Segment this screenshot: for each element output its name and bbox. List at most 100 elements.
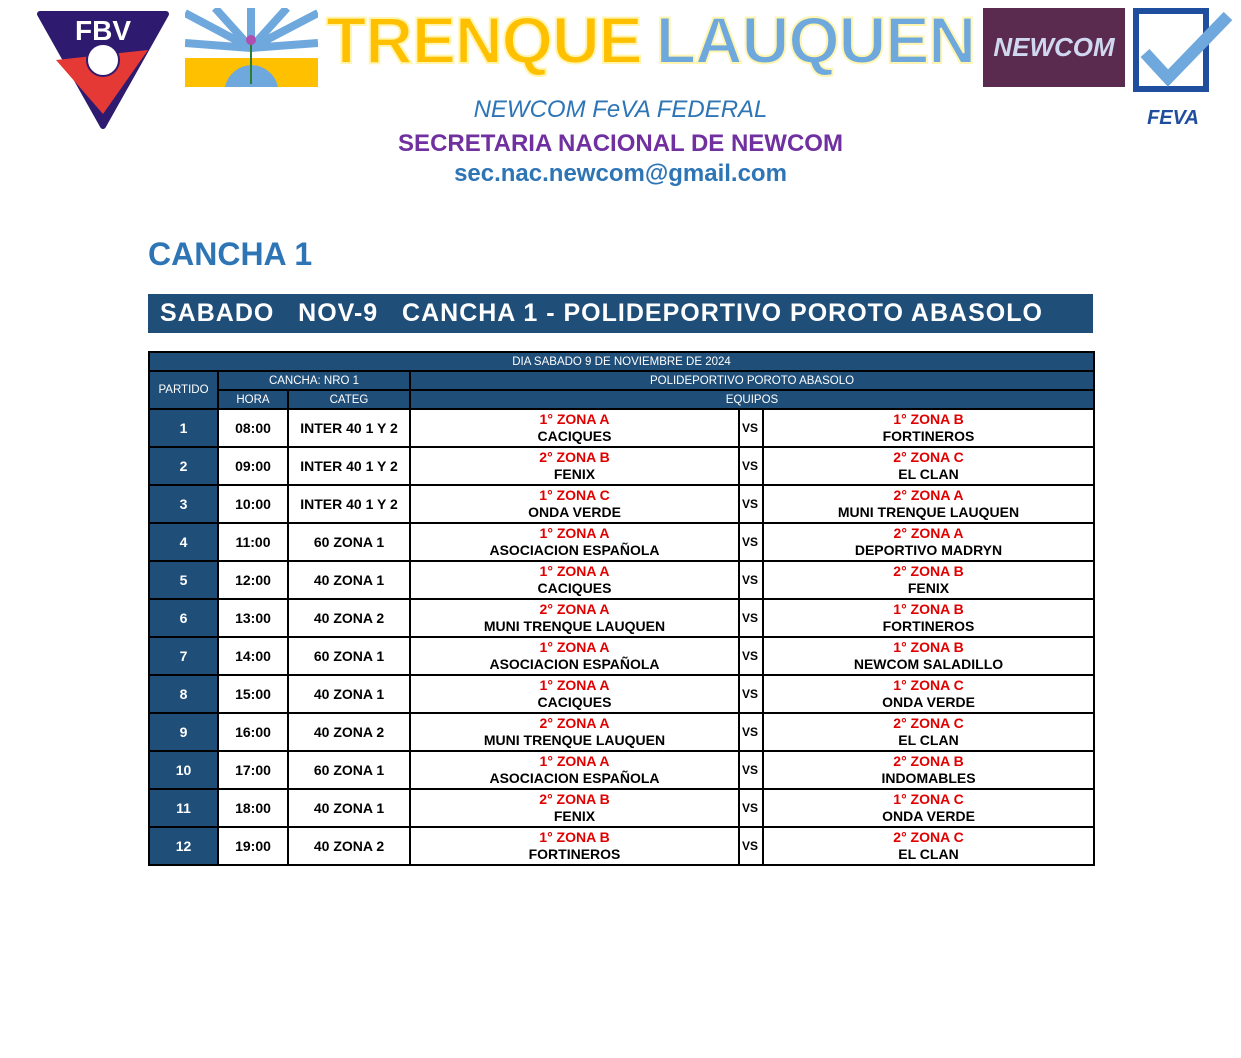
away-team: 2° ZONA A MUNI TRENQUE LAUQUEN [762, 484, 1095, 524]
vs-label: VS [738, 750, 764, 790]
match-time: 18:00 [217, 788, 289, 828]
vs-label: VS [738, 484, 764, 524]
home-team-name: CACIQUES [537, 580, 612, 596]
table-row: 9 16:00 40 ZONA 2 2° ZONA A MUNI TRENQUE … [148, 712, 1095, 752]
table-row: 1 08:00 INTER 40 1 Y 2 1° ZONA A CACIQUES… [148, 408, 1095, 448]
table-row: 8 15:00 40 ZONA 1 1° ZONA A CACIQUES VS 1… [148, 674, 1095, 714]
away-zone: 1° ZONA C [893, 677, 964, 693]
away-zone: 2° ZONA C [893, 449, 964, 465]
away-team: 1° ZONA B NEWCOM SALADILLO [762, 636, 1095, 676]
newcom-logo: NEWCOM [983, 8, 1125, 87]
home-team-name: MUNI TRENQUE LAUQUEN [483, 618, 666, 634]
match-category: 40 ZONA 2 [287, 598, 411, 638]
match-category: 60 ZONA 1 [287, 636, 411, 676]
match-time: 12:00 [217, 560, 289, 600]
home-team-name: CACIQUES [537, 428, 612, 444]
home-zone: 1° ZONA C [539, 487, 610, 503]
away-zone: 1° ZONA B [893, 411, 964, 427]
title-part1: TRENQUE [325, 2, 644, 78]
match-time: 13:00 [217, 598, 289, 638]
home-zone: 1° ZONA A [539, 677, 610, 693]
match-time: 11:00 [217, 522, 289, 562]
away-zone: 2° ZONA B [893, 753, 964, 769]
home-zone: 2° ZONA B [539, 449, 610, 465]
venue-header: POLIDEPORTIVO POROTO ABASOLO [409, 370, 1095, 391]
vs-label: VS [738, 674, 764, 714]
vs-label: VS [738, 826, 764, 866]
match-number: 9 [148, 712, 219, 752]
away-team: 2° ZONA A DEPORTIVO MADRYN [762, 522, 1095, 562]
home-zone: 2° ZONA A [539, 715, 610, 731]
vs-label: VS [738, 446, 764, 486]
match-number: 6 [148, 598, 219, 638]
home-team-name: ASOCIACION ESPAÑOLA [489, 770, 660, 786]
home-team: 1° ZONA A CACIQUES [409, 560, 740, 600]
match-time: 16:00 [217, 712, 289, 752]
title-trenque-lauquen: TRENQUE LAUQUEN [325, 2, 977, 78]
match-category: 60 ZONA 1 [287, 750, 411, 790]
home-zone: 1° ZONA A [539, 639, 610, 655]
away-zone: 2° ZONA A [893, 487, 964, 503]
match-number: 8 [148, 674, 219, 714]
table-row: 4 11:00 60 ZONA 1 1° ZONA A ASOCIACION ES… [148, 522, 1095, 562]
vs-label: VS [738, 408, 764, 448]
home-zone: 1° ZONA B [539, 829, 610, 845]
away-team: 2° ZONA B INDOMABLES [762, 750, 1095, 790]
match-number: 4 [148, 522, 219, 562]
trenque-lauquen-flag-icon [185, 8, 318, 87]
svg-text:FEVA: FEVA [1147, 107, 1199, 128]
table-row: 10 17:00 60 ZONA 1 1° ZONA A ASOCIACION E… [148, 750, 1095, 790]
away-team-name: DEPORTIVO MADRYN [854, 542, 1003, 558]
away-team-name: INDOMABLES [881, 770, 976, 786]
home-team-name: ASOCIACION ESPAÑOLA [489, 542, 660, 558]
away-team: 1° ZONA B FORTINEROS [762, 408, 1095, 448]
feva-logo: FEVA [1133, 8, 1233, 128]
away-zone: 2° ZONA A [893, 525, 964, 541]
match-time: 15:00 [217, 674, 289, 714]
home-team: 1° ZONA A CACIQUES [409, 408, 740, 448]
match-category: 40 ZONA 1 [287, 674, 411, 714]
away-team-name: MUNI TRENQUE LAUQUEN [837, 504, 1020, 520]
vs-label: VS [738, 712, 764, 752]
match-category: INTER 40 1 Y 2 [287, 446, 411, 486]
contact-email[interactable]: sec.nac.newcom@gmail.com [454, 160, 787, 187]
away-zone: 2° ZONA C [893, 829, 964, 845]
match-time: 08:00 [217, 408, 289, 448]
vs-label: VS [738, 636, 764, 676]
home-team: 1° ZONA B FORTINEROS [409, 826, 740, 866]
home-team: 1° ZONA A ASOCIACION ESPAÑOLA [409, 636, 740, 676]
match-number: 3 [148, 484, 219, 524]
match-time: 14:00 [217, 636, 289, 676]
svg-text:FBV: FBV [75, 15, 131, 46]
away-team: 1° ZONA B FORTINEROS [762, 598, 1095, 638]
match-number: 2 [148, 446, 219, 486]
table-row: 5 12:00 40 ZONA 1 1° ZONA A CACIQUES VS 2… [148, 560, 1095, 600]
home-team-name: FENIX [553, 808, 596, 824]
secretaria-title: SECRETARIA NACIONAL DE NEWCOM [398, 130, 843, 157]
vs-label: VS [738, 598, 764, 638]
away-team-name: FORTINEROS [882, 428, 975, 444]
vs-label: VS [738, 522, 764, 562]
categ-header: CATEG [287, 389, 411, 410]
home-team: 1° ZONA C ONDA VERDE [409, 484, 740, 524]
match-time: 09:00 [217, 446, 289, 486]
schedule-banner: SABADO NOV-9 CANCHA 1 - POLIDEPORTIVO PO… [148, 294, 1093, 333]
away-team: 2° ZONA C EL CLAN [762, 712, 1095, 752]
away-team-name: EL CLAN [898, 466, 959, 482]
home-team: 2° ZONA A MUNI TRENQUE LAUQUEN [409, 598, 740, 638]
match-number: 11 [148, 788, 219, 828]
section-title: CANCHA 1 [148, 236, 313, 272]
match-category: INTER 40 1 Y 2 [287, 484, 411, 524]
match-number: 7 [148, 636, 219, 676]
equipos-header: EQUIPOS [409, 389, 1095, 410]
home-zone: 1° ZONA A [539, 753, 610, 769]
away-zone: 1° ZONA C [893, 791, 964, 807]
away-team-name: ONDA VERDE [882, 808, 975, 824]
table-row: 7 14:00 60 ZONA 1 1° ZONA A ASOCIACION ES… [148, 636, 1095, 676]
cancha-header: CANCHA: NRO 1 [217, 370, 411, 391]
match-category: 40 ZONA 2 [287, 712, 411, 752]
table-row: 11 18:00 40 ZONA 1 2° ZONA B FENIX VS 1° … [148, 788, 1095, 828]
home-team-name: FORTINEROS [528, 846, 621, 862]
away-team-name: FORTINEROS [882, 618, 975, 634]
away-team: 2° ZONA C EL CLAN [762, 446, 1095, 486]
